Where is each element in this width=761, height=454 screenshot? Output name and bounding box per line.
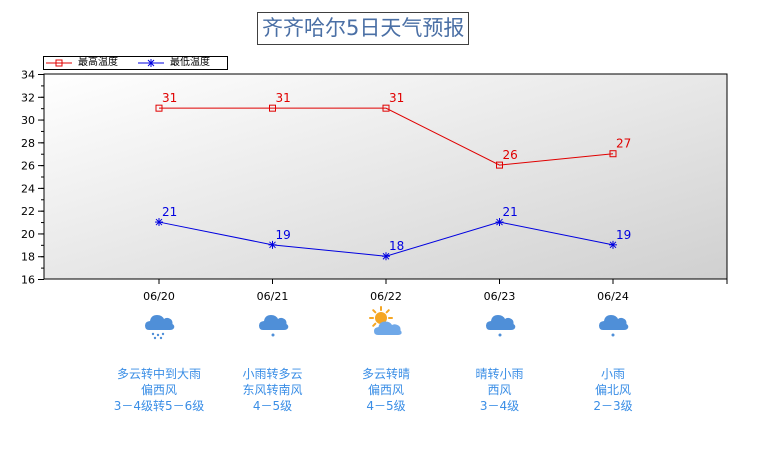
data-label-low: 21: [503, 205, 518, 219]
forecast-day-2: 小雨转多云东风转南风 4－5级: [208, 306, 338, 414]
weather-text: 小雨转多云: [242, 367, 303, 381]
x-tick-label: 06/22: [370, 290, 402, 303]
y-tick-label: 26: [21, 160, 35, 173]
data-label-high: 31: [162, 91, 177, 105]
legend-label-low: 最低温度: [170, 57, 210, 68]
forecast-day-5: 小雨偏北风 2－3级: [548, 306, 678, 414]
wind-direction-text: 偏北风: [594, 383, 631, 397]
data-point-high: [496, 161, 503, 169]
legend-label-high: 最高温度: [78, 57, 118, 68]
weather-text: 晴转小雨: [475, 367, 524, 381]
wind-level-text: 3－4级转5－6级: [113, 399, 205, 413]
wind-direction-text: 偏西风: [140, 383, 177, 397]
data-point-low: [495, 218, 504, 227]
light-rain-icon: [485, 315, 515, 337]
wind-level-text: 4－5级: [252, 399, 293, 413]
data-point-low: [382, 252, 390, 261]
weather-text: 多云转晴: [361, 367, 410, 381]
y-tick-label: 18: [21, 251, 35, 264]
chart-legend: 最高温度 最低温度: [43, 56, 228, 70]
wind-level-text: 3－4级: [479, 399, 520, 413]
x-tick-label: 06/21: [257, 290, 289, 303]
x-tick-label: 06/20: [143, 290, 175, 303]
light-rain-icon: [258, 315, 288, 337]
data-label-high: 31: [276, 91, 291, 105]
data-point-high: [382, 104, 390, 112]
data-label-low: 21: [162, 205, 177, 219]
data-point-low: [155, 218, 163, 227]
y-tick-label: 28: [21, 137, 35, 150]
legend-swatch-low: [138, 59, 164, 67]
data-label-low: 18: [389, 239, 404, 253]
data-label-high: 31: [389, 91, 404, 105]
wind-level-text: 4－5级: [366, 399, 406, 413]
y-tick-label: 16: [21, 274, 35, 287]
data-point-low: [268, 240, 277, 249]
data-point-low: [609, 240, 617, 249]
heavy-rain-icon: [145, 315, 175, 340]
light-rain-icon: [599, 315, 629, 337]
x-tick-label: 06/24: [597, 290, 629, 303]
data-point-high: [609, 150, 617, 158]
series-line-high: [159, 107, 614, 166]
data-label-high: 27: [616, 137, 631, 151]
y-tick-label: 24: [21, 182, 35, 195]
weather-text: 多云转中到大雨: [116, 367, 201, 381]
y-tick-label: 34: [21, 69, 35, 82]
forecast-day-3: 多云转晴偏西风 4－5级: [321, 306, 451, 414]
wind-direction-text: 西风: [487, 383, 512, 397]
legend-swatch-high: [46, 59, 72, 67]
y-tick-label: 30: [21, 114, 35, 127]
y-tick-label: 20: [21, 228, 35, 241]
y-tick-label: 32: [21, 91, 35, 104]
forecast-day-1: 多云转中到大雨 偏西风 3－4级转5－6级: [94, 306, 224, 414]
wind-direction-text: 东风转南风: [242, 383, 303, 397]
forecast-day-4: 晴转小雨西风 3－4级: [435, 306, 565, 414]
data-label-low: 19: [276, 228, 291, 242]
data-point-high: [155, 104, 163, 112]
weather-text: 小雨: [600, 367, 625, 381]
wind-level-text: 2－3级: [593, 399, 633, 413]
wind-direction-text: 偏西风: [367, 383, 404, 397]
sun-cloud-icon: [369, 306, 402, 335]
x-tick-label: 06/23: [484, 290, 516, 303]
data-label-high: 26: [503, 148, 518, 162]
y-tick-label: 22: [21, 205, 35, 218]
data-point-high: [269, 104, 276, 112]
chart-title: 齐齐哈尔5日天气预报: [257, 12, 470, 45]
data-label-low: 19: [616, 228, 631, 242]
